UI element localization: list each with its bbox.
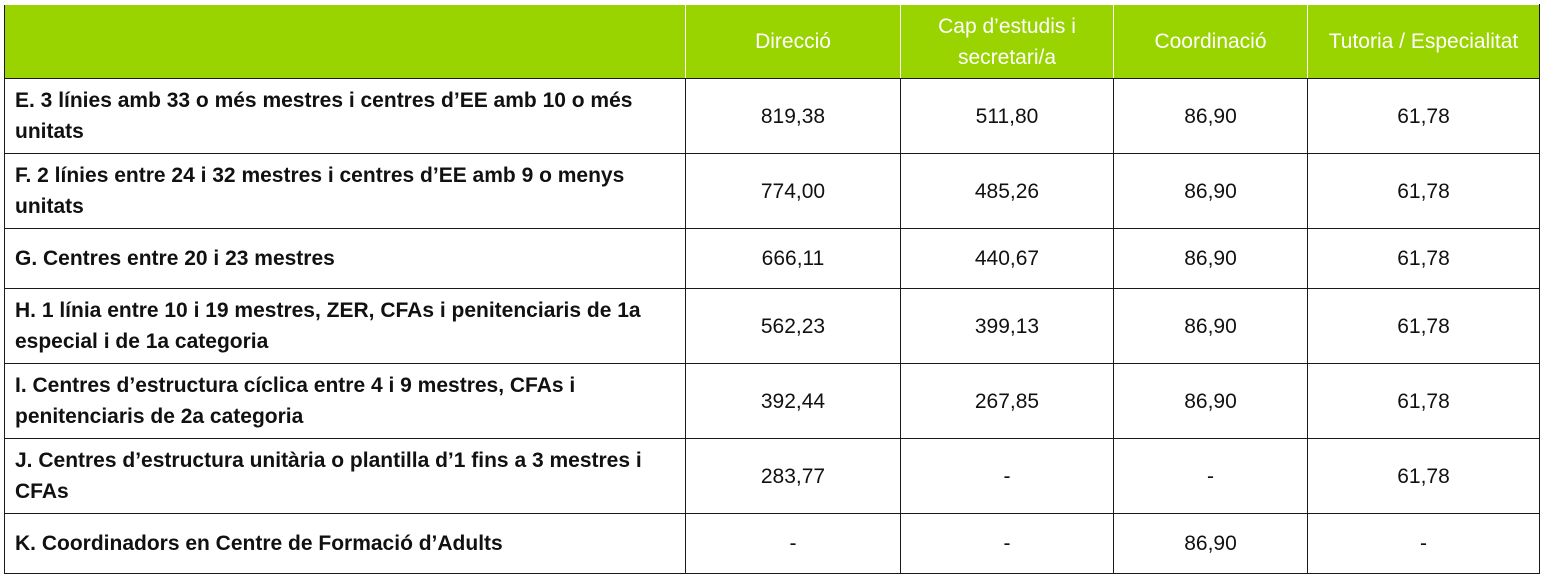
amount-cell: - [900, 513, 1114, 574]
amount-cell: 86,90 [1113, 363, 1308, 439]
amount-cell: 86,90 [1113, 78, 1308, 154]
amount-cell: 440,67 [900, 228, 1114, 289]
row-label: K. Coordinadors en Centre de Formació d’… [4, 513, 686, 574]
amount-cell: 61,78 [1307, 438, 1540, 514]
table-row: F. 2 línies entre 24 i 32 mestres i cent… [4, 153, 1540, 229]
row-label: I. Centres d’estructura cíclica entre 4 … [4, 363, 686, 439]
amount-cell: 562,23 [685, 288, 901, 364]
amount-cell: 666,11 [685, 228, 901, 289]
amount-cell: 86,90 [1113, 153, 1308, 229]
amount-cell: 774,00 [685, 153, 901, 229]
amount-cell: 819,38 [685, 78, 901, 154]
amount-cell: - [900, 438, 1114, 514]
table-row: K. Coordinadors en Centre de Formació d’… [4, 513, 1540, 574]
table-row: I. Centres d’estructura cíclica entre 4 … [4, 363, 1540, 439]
amount-cell: 511,80 [900, 78, 1114, 154]
amount-cell: 399,13 [900, 288, 1114, 364]
header-row: Direcció Cap d’estudis i secretari/a Coord… [4, 4, 1540, 79]
table-header: Direcció Cap d’estudis i secretari/a Coord… [4, 4, 1540, 79]
amount-cell: 61,78 [1307, 153, 1540, 229]
table-body: E. 3 línies amb 33 o més mestres i centr… [4, 78, 1540, 574]
column-header: Coordinació [1113, 4, 1308, 79]
amount-cell: 86,90 [1113, 288, 1308, 364]
amount-cell: 86,90 [1113, 228, 1308, 289]
row-label: J. Centres d’estructura unitària o plant… [4, 438, 686, 514]
column-header: Cap d’estudis i secretari/a [900, 4, 1114, 79]
header-empty-cell [4, 4, 686, 79]
amount-cell: 61,78 [1307, 78, 1540, 154]
row-label: H. 1 línia entre 10 i 19 mestres, ZER, C… [4, 288, 686, 364]
column-header: Tutoria / Especialitat [1307, 4, 1540, 79]
amount-cell: 267,85 [900, 363, 1114, 439]
amount-cell: - [685, 513, 901, 574]
amount-cell: 86,90 [1113, 513, 1308, 574]
row-label: F. 2 línies entre 24 i 32 mestres i cent… [4, 153, 686, 229]
amount-cell: - [1113, 438, 1308, 514]
salary-table: Direcció Cap d’estudis i secretari/a Coord… [4, 4, 1540, 574]
amount-cell: - [1307, 513, 1540, 574]
table-row: E. 3 línies amb 33 o més mestres i centr… [4, 78, 1540, 154]
column-header: Direcció [685, 4, 901, 79]
amount-cell: 485,26 [900, 153, 1114, 229]
amount-cell: 61,78 [1307, 228, 1540, 289]
amount-cell: 392,44 [685, 363, 901, 439]
amount-cell: 283,77 [685, 438, 901, 514]
amount-cell: 61,78 [1307, 288, 1540, 364]
table-row: H. 1 línia entre 10 i 19 mestres, ZER, C… [4, 288, 1540, 364]
amount-cell: 61,78 [1307, 363, 1540, 439]
row-label: E. 3 línies amb 33 o més mestres i centr… [4, 78, 686, 154]
table-row: J. Centres d’estructura unitària o plant… [4, 438, 1540, 514]
table-row: G. Centres entre 20 i 23 mestres 666,11 44… [4, 228, 1540, 289]
row-label: G. Centres entre 20 i 23 mestres [4, 228, 686, 289]
